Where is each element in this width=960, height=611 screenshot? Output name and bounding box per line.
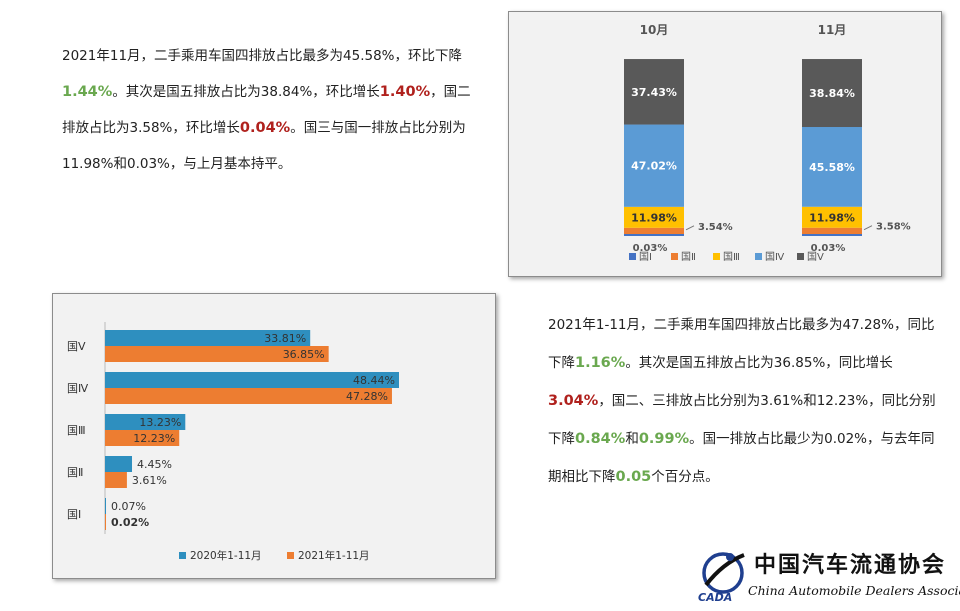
data-label: 0.03%: [811, 243, 846, 254]
leader-line: [863, 225, 873, 231]
leader-line: [685, 225, 695, 231]
paragraph-segment: 2021年1-11月，二手乘用车国四排放占比最多为47.28%，同比下降: [548, 317, 935, 371]
monthly-stacked-chart-svg: 10月 0.03% 3.54% 11.98% 47.02% 37.43% 11月 0.03% 3…: [624, 23, 911, 263]
paragraph-segment: 0.04%: [239, 120, 291, 136]
legend-swatch: [179, 552, 186, 559]
legend-swatch: [629, 253, 636, 260]
data-label: 0.07%: [111, 500, 146, 513]
data-label: 0.03%: [633, 243, 668, 254]
data-label: 48.44%: [353, 374, 395, 387]
data-label: 11.98%: [809, 211, 855, 224]
data-label: 3.54%: [698, 222, 733, 233]
stack-segment: [624, 59, 684, 125]
data-label: 0.02%: [111, 516, 149, 529]
stack-segment: [802, 127, 862, 207]
paragraph-segment: 1.44%: [62, 84, 113, 100]
paragraph-ytd-summary: 2021年1-11月，二手乘用车国四排放占比最多为47.28%，同比下降1.16…: [548, 306, 938, 496]
data-label: 38.84%: [809, 87, 855, 100]
legend-swatch: [797, 253, 804, 260]
bar: [105, 456, 133, 472]
stack-segment: [624, 124, 684, 207]
legend-swatch: [755, 253, 762, 260]
legend-label: 国Ⅲ: [723, 251, 740, 263]
category-label: 国Ⅴ: [67, 340, 86, 353]
legend-label: 国Ⅰ: [639, 251, 652, 263]
bar: [105, 372, 399, 388]
category-label: 国Ⅲ: [67, 424, 86, 437]
paragraph-segment: 。国一排放占比最少为0.02%，与去年同期相比下降: [548, 431, 935, 485]
logo-chinese-name: 中国汽车流通协会: [754, 552, 947, 578]
bar: [105, 414, 186, 430]
stack-segment: [624, 206, 684, 228]
paragraph-segment: 3.04%: [548, 393, 599, 409]
category-label: 11月: [818, 23, 847, 37]
data-label: 47.28%: [346, 390, 388, 403]
paragraph-segment: 1.40%: [379, 84, 431, 100]
paragraph-segment: 。其次是国五排放占比为38.84%，环比增长: [112, 84, 380, 100]
ytd-horizontal-bar-chart: 国Ⅴ 33.81% 36.85% 国Ⅳ 48.44% 47.28% 国Ⅲ 13.23% 12.2…: [52, 293, 496, 579]
bar: [105, 472, 127, 488]
legend-swatch: [713, 253, 720, 260]
data-label: 12.23%: [133, 432, 175, 445]
legend-swatch: [287, 552, 294, 559]
data-label: 33.81%: [264, 332, 306, 345]
paragraph-segment: 1.16%: [575, 355, 626, 371]
bar: [105, 498, 106, 514]
paragraph-segment: 。其次是国五排放占比为36.85%，同比增长: [625, 355, 893, 371]
stack-segment: [624, 234, 684, 236]
data-label: 13.23%: [139, 416, 181, 429]
bar: [105, 346, 329, 362]
monthly-stacked-chart: 10月 0.03% 3.54% 11.98% 47.02% 37.43% 11月 0.03% 3…: [508, 11, 942, 277]
legend-label: 2021年1-11月: [298, 549, 370, 562]
category-label: 国Ⅰ: [67, 508, 81, 521]
logo-mark-text: CADA: [698, 591, 732, 603]
data-label: 37.43%: [631, 86, 677, 99]
legend-label: 国Ⅳ: [765, 251, 785, 263]
category-label: 10月: [640, 23, 669, 37]
logo-english-name: China Automobile Dealers Association: [748, 583, 960, 598]
legend-label: 2020年1-11月: [190, 549, 262, 562]
data-label: 4.45%: [137, 458, 172, 471]
stack-segment: [802, 234, 862, 236]
bar: [105, 388, 392, 404]
paragraph-segment: ，国二、三排放占比分别为3.61%和12.23%，同比分别下降: [548, 393, 936, 447]
paragraph-segment: 2021年11月，二手乘用车国四排放占比最多为45.58%，环比下降: [62, 48, 463, 64]
legend-label: 国Ⅱ: [681, 251, 696, 263]
legend-label: 国Ⅴ: [807, 251, 824, 263]
data-label: 36.85%: [283, 348, 325, 361]
legend-swatch: [671, 253, 678, 260]
bar: [105, 514, 106, 530]
data-label: 47.02%: [631, 160, 677, 173]
paragraph-segment: 0.99%: [638, 431, 690, 447]
bar: [105, 430, 180, 446]
stack-segment: [802, 206, 862, 228]
paragraph-segment: 0.05: [615, 469, 652, 485]
ytd-horizontal-bar-chart-svg: 国Ⅴ 33.81% 36.85% 国Ⅳ 48.44% 47.28% 国Ⅲ 13.23% 12.2…: [67, 322, 399, 562]
logo-mark-icon: CADA: [698, 552, 745, 603]
category-label: 国Ⅳ: [67, 382, 89, 395]
paragraph-segment: ，国二排放占比为3.58%，环比增长: [62, 84, 471, 136]
paragraph-segment: 个百分点。: [651, 469, 719, 485]
data-label: 45.58%: [809, 161, 855, 174]
paragraph-segment: 。国三与国一排放占比分别为11.98%和0.03%，与上月基本持平。: [62, 120, 466, 172]
stack-segment: [624, 227, 684, 234]
stack-segment: [802, 59, 862, 128]
data-label: 11.98%: [631, 211, 677, 224]
paragraph-segment: 和: [625, 431, 639, 447]
data-label: 3.58%: [876, 222, 911, 233]
bar: [105, 330, 311, 346]
association-logo: CADA 中国汽车流通协会 China Automobile Dealers A…: [692, 543, 960, 607]
data-label: 3.61%: [132, 474, 167, 487]
stack-segment: [802, 227, 862, 234]
category-label: 国Ⅱ: [67, 466, 83, 479]
paragraph-monthly-summary: 2021年11月，二手乘用车国四排放占比最多为45.58%，环比下降1.44%。…: [62, 38, 482, 182]
paragraph-segment: 0.84%: [575, 431, 626, 447]
